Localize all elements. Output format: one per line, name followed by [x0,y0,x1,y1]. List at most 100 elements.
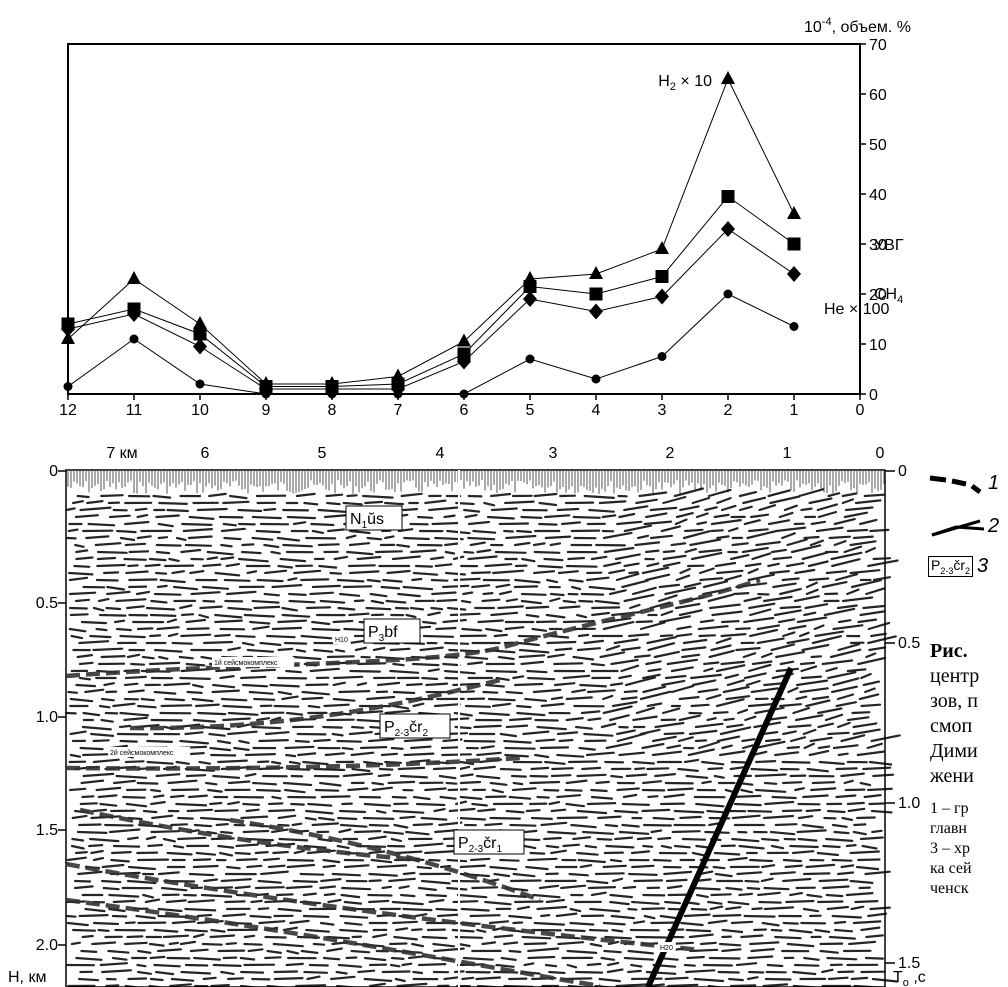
distance-label: 1 [783,445,792,462]
circle-marker [261,389,271,399]
formation-rest: čr [409,719,423,736]
tiny-label: 2й сейсмокомплекс [110,749,174,757]
formation-label-p23cr1: P2-3čr1 [458,835,502,855]
depth-axis-title: Н, км [8,969,46,986]
square-marker [787,237,801,251]
depth-label: 2.0 [36,937,58,954]
dashed-boundary [65,861,701,953]
distance-label: 0 [876,445,885,462]
caption-title: Рис. [930,640,968,662]
series-label-suffix: × 10 [676,73,712,90]
time-axis-title-sub: o [903,977,909,987]
triangle-marker [655,241,669,254]
formation-box-p23cr1 [453,829,525,855]
series-label-main: УВГ [874,237,904,254]
triangle-marker [457,333,471,347]
x-axis-title: номера точек [414,426,515,430]
seismic-section: 7 км 6 5 4 3 2 1 000.51.01.52.0Н, км00.51.01.5T… [8,445,926,987]
legend-box-sub2: 2 [965,565,971,576]
gas-profile-chart: 0102030405060701211109876543210номера то… [59,16,911,430]
series-diamond [61,221,801,397]
formation-rest: čr [483,835,497,852]
dashed-boundary [65,755,521,771]
x-tick-label: 0 [856,402,865,419]
distance-label: 7 км [106,445,137,462]
circle-marker [723,289,733,299]
caption-small-line: ченск [930,880,969,897]
distance-label: 4 [436,445,445,462]
distance-label: 2 [666,445,675,462]
legend-box-text: P [931,557,941,574]
diamond-marker [787,266,801,282]
formation-sub2: 1 [496,844,502,855]
time-axis-title-rest: ,с [909,969,926,986]
formation-sub2: 2 [422,728,428,739]
y-axis-title-exp: -4 [822,16,832,28]
tiny-label: Н10 [335,637,348,644]
dashed-boundary [65,577,761,679]
legend-number-2: 2 [988,514,1000,537]
triangle-marker [61,331,75,344]
series-label-main: He [824,301,845,318]
formation-main: N [350,511,362,528]
diamond-marker [523,291,537,307]
y-tick-label: 70 [869,37,887,54]
formation-box-n1us [345,505,403,531]
circle-marker [393,389,403,399]
x-tick-label: 1 [790,402,799,419]
circle-marker [525,354,535,364]
formation-box-p3bf [363,618,421,644]
tiny-label-bg [333,634,351,644]
caption-line: смоп [930,715,973,737]
trace-comb [67,470,885,494]
fault-symbol [931,519,985,537]
x-tick-label: 6 [460,402,469,419]
formation-rest: ŭs [367,511,384,528]
series-label-sub: 2 [670,81,676,93]
series-label-suffix: × 100 [844,301,889,318]
triangle-marker [721,71,735,84]
formation-label-p3bf: P3bf [368,624,398,644]
dashed-boundary [229,817,541,903]
legend-item-fault: 2 [928,513,999,539]
series-line [67,77,795,385]
circle-marker [459,389,469,399]
series-line [67,228,795,390]
series-label: H2 × 10 [658,73,712,93]
square-marker [523,280,537,293]
diamond-marker [721,221,735,237]
caption-small-line: 3 – хр [930,840,970,857]
x-tick-label: 9 [262,402,271,419]
y-tick-label: 10 [869,337,887,354]
legend-number-3: 3 [977,555,989,577]
series-label: He × 100 [824,301,889,318]
diamond-marker [589,303,603,320]
diamond-marker [193,338,207,355]
y-axis-title-base: 10 [804,19,822,36]
fault-line [645,666,794,987]
time-label: 0 [898,463,907,480]
formation-label-p23cr2: P2-3čr2 [384,719,428,739]
diamond-marker [61,321,75,337]
formation-main: P [458,835,469,852]
legend-item-stratigraphy: P2-3čr2 3 [928,555,988,578]
dashed-boundary [129,677,501,731]
y-tick-label: 50 [869,137,887,154]
formation-main: P [368,624,379,641]
x-tick-label: 10 [191,402,209,419]
square-marker [193,327,207,341]
square-marker [721,190,735,203]
caption-line: центр [930,665,980,687]
x-tick-label: 4 [592,402,601,419]
legend-item-boundary: 1 [928,470,999,496]
circle-marker [195,379,205,389]
dashed-boundary-symbol [929,475,982,494]
depth-label: 0 [49,463,58,480]
series-square [61,190,801,393]
triangle-marker [787,206,801,219]
formation-sub: 3 [379,633,385,644]
caption-line: Дими [930,740,978,762]
diamond-marker [457,353,471,370]
circle-marker [129,334,139,344]
formation-box-p23cr2 [379,713,451,739]
